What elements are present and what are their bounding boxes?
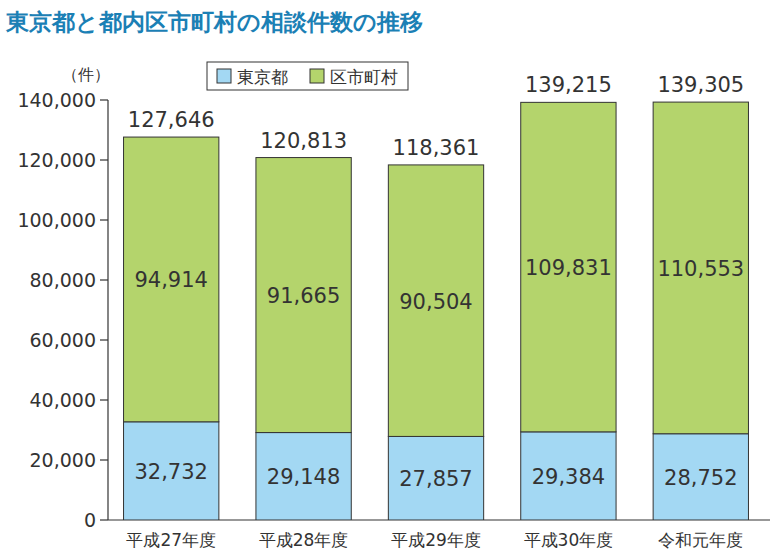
total-label: 120,813 [260, 129, 347, 153]
y-tick [100, 519, 108, 520]
y-tick-label: 40,000 [30, 389, 96, 411]
data-label: 27,857 [399, 467, 472, 491]
total-label: 127,646 [128, 108, 215, 132]
data-label: 29,384 [532, 465, 605, 489]
x-tick-label: 平成29年度 [391, 530, 481, 550]
data-label: 110,553 [657, 257, 744, 281]
y-tick-label: 0 [84, 509, 96, 531]
bar [256, 433, 351, 520]
bar [521, 432, 616, 520]
bar [653, 434, 748, 520]
y-tick [100, 339, 108, 340]
chart: 東京都と都内区市町村の相談件数の推移 （件） 0 20,000 40,000 60,000… [0, 0, 770, 552]
data-label: 29,148 [267, 465, 340, 489]
legend-swatch [217, 69, 231, 83]
x-tick-label: 令和元年度 [658, 530, 743, 550]
y-tick [100, 159, 108, 160]
y-tick-label: 120,000 [17, 149, 96, 171]
y-tick-label: 100,000 [17, 209, 96, 231]
total-label: 139,305 [657, 73, 744, 97]
x-tick-label: 平成27年度 [126, 530, 216, 550]
legend-entry: 区市町村 [330, 67, 398, 87]
y-tick [100, 459, 108, 460]
y-tick-label: 80,000 [30, 269, 96, 291]
y-tick [100, 99, 108, 100]
bar [124, 422, 219, 520]
legend-entry: 東京都 [237, 67, 288, 87]
y-tick [100, 399, 108, 400]
x-tick-label: 平成30年度 [524, 530, 614, 550]
data-label: 94,914 [134, 268, 207, 292]
legend-swatch [310, 69, 324, 83]
title: 東京都と都内区市町村の相談件数の推移 [5, 9, 423, 35]
bar [388, 436, 483, 520]
bars [124, 102, 749, 520]
bar [388, 165, 483, 437]
legend-box [207, 62, 408, 90]
total-label: 118,361 [393, 136, 480, 160]
y-tick-label: 140,000 [17, 89, 96, 111]
data-label: 91,665 [267, 284, 340, 308]
y-label: （件） [62, 65, 110, 84]
data-label: 32,732 [134, 460, 207, 484]
y-tick-label: 20,000 [30, 449, 96, 471]
data-label: 28,752 [664, 466, 737, 490]
data-label: 109,831 [525, 256, 612, 280]
bar [256, 158, 351, 433]
x-tick-label: 平成28年度 [259, 530, 349, 550]
bar [124, 137, 219, 422]
y-tick-label: 60,000 [30, 329, 96, 351]
y-tick [100, 219, 108, 220]
data-label: 90,504 [399, 290, 472, 314]
bar [653, 102, 748, 434]
bar [521, 102, 616, 431]
y-axis [107, 100, 108, 520]
y-tick [100, 279, 108, 280]
legend: 東京都 区市町村 [207, 62, 408, 90]
total-label: 139,215 [525, 73, 612, 97]
data-labels: 32,732 94,914 127,646 29,148 91,665 120,813 27… [128, 73, 744, 491]
